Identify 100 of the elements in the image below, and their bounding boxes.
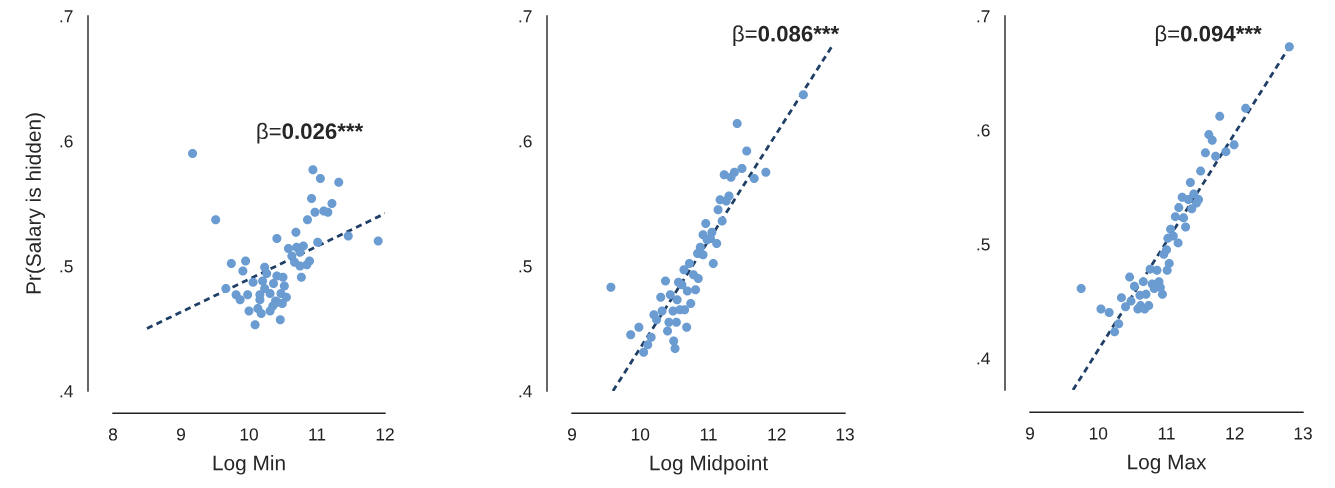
x-tick-label: 12	[376, 428, 394, 441]
point	[643, 340, 653, 350]
point	[243, 290, 253, 300]
point	[1114, 319, 1124, 329]
point	[684, 259, 694, 268]
annotation: β=0.026***	[257, 122, 364, 144]
annotation: β=0.086***	[733, 25, 840, 46]
x-tick-label: 9	[1025, 427, 1035, 440]
point	[313, 237, 323, 247]
x-tick-label: 9	[176, 428, 186, 441]
point	[1144, 301, 1154, 311]
point	[707, 227, 717, 237]
y-tick-label: .4	[519, 385, 532, 398]
x-tick-label: 12	[768, 428, 786, 441]
point	[677, 280, 687, 290]
point	[302, 260, 312, 270]
point	[698, 250, 708, 260]
point	[226, 259, 236, 268]
point	[265, 306, 275, 316]
point	[1110, 327, 1120, 337]
point	[278, 272, 288, 282]
point	[1185, 177, 1195, 187]
point	[639, 347, 649, 357]
x-tick-label: 8	[108, 428, 118, 441]
point	[291, 227, 301, 237]
y-tick-label: .5	[519, 260, 532, 273]
point	[1166, 224, 1176, 234]
point	[695, 242, 705, 252]
point	[279, 281, 289, 291]
point	[308, 165, 318, 175]
point	[1211, 151, 1221, 161]
point	[272, 234, 282, 243]
annotation: β=0.094***	[1155, 25, 1262, 46]
point	[315, 174, 325, 183]
y-tick-label: .5	[977, 238, 990, 251]
point	[307, 194, 317, 203]
x-tick-label: 10	[240, 428, 258, 441]
point	[334, 177, 344, 187]
x-axis-title: Log Midpoint	[650, 455, 768, 475]
point	[701, 219, 711, 228]
point	[296, 272, 306, 282]
point	[670, 344, 680, 353]
point	[1200, 148, 1210, 158]
point	[1157, 289, 1167, 299]
y-tick-label: .4	[977, 352, 990, 365]
point	[761, 167, 771, 177]
point	[1183, 195, 1193, 205]
point	[373, 236, 383, 246]
x-tick-label: 11	[309, 428, 326, 441]
point	[1104, 307, 1114, 317]
point	[1170, 212, 1180, 222]
x-axis-title: Log Min	[213, 455, 285, 475]
point	[606, 282, 616, 292]
x-tick-label: 10	[1089, 427, 1108, 440]
point	[626, 330, 636, 340]
y-tick-label: .7	[977, 10, 990, 23]
point	[717, 216, 727, 226]
point	[724, 191, 734, 201]
point	[686, 299, 696, 308]
point	[1174, 203, 1184, 213]
point	[691, 285, 701, 295]
point	[737, 164, 747, 173]
point	[1076, 284, 1086, 294]
point	[283, 244, 293, 253]
point	[646, 332, 656, 342]
point	[302, 215, 312, 225]
point	[265, 289, 275, 298]
point	[742, 146, 752, 156]
point	[1207, 135, 1217, 145]
y-tick-label: .7	[519, 10, 532, 23]
point	[1181, 222, 1191, 232]
point	[661, 276, 670, 286]
point	[1168, 231, 1178, 241]
point	[1215, 111, 1225, 121]
point	[1179, 213, 1189, 223]
point	[1121, 302, 1131, 312]
point	[1096, 304, 1106, 314]
x-tick-label: 9	[567, 428, 577, 441]
point	[327, 199, 337, 208]
point	[1173, 238, 1183, 248]
point	[693, 274, 703, 283]
point	[323, 207, 333, 217]
point	[652, 315, 662, 325]
point	[656, 292, 666, 302]
x-tick-label: 10	[631, 428, 650, 441]
point	[665, 290, 675, 300]
point	[1152, 265, 1162, 275]
point	[248, 277, 258, 287]
point	[663, 326, 673, 336]
point	[250, 320, 260, 330]
point	[1162, 245, 1171, 255]
point	[712, 239, 722, 248]
x-tick-label: 12	[1226, 427, 1244, 440]
point	[682, 322, 692, 332]
point	[1129, 281, 1139, 291]
point	[275, 315, 285, 325]
x-tick-label: 11	[700, 428, 717, 441]
point	[343, 231, 353, 241]
point	[679, 265, 689, 275]
x-tick-label: 13	[1294, 427, 1312, 440]
